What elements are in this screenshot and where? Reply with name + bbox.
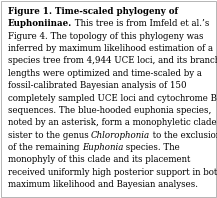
Text: Chlorophonia: Chlorophonia <box>91 131 150 140</box>
Text: received uniformly high posterior support in both: received uniformly high posterior suppor… <box>8 168 217 177</box>
Text: species tree from 4,944 UCE loci, and its branch: species tree from 4,944 UCE loci, and it… <box>8 56 217 65</box>
Text: maximum likelihood and Bayesian analyses.: maximum likelihood and Bayesian analyses… <box>8 180 198 189</box>
Text: species. The: species. The <box>123 143 180 152</box>
Text: to the exclusion: to the exclusion <box>150 131 217 140</box>
Text: lengths were optimized and time-scaled by a: lengths were optimized and time-scaled b… <box>8 69 201 78</box>
Text: Euphonia: Euphonia <box>82 143 123 152</box>
Text: Euphoniinae.: Euphoniinae. <box>8 19 72 28</box>
Text: noted by an asterisk, form a monophyletic clade: noted by an asterisk, form a monophyleti… <box>8 118 216 127</box>
Text: fossil-calibrated Bayesian analysis of 150: fossil-calibrated Bayesian analysis of 1… <box>8 81 186 90</box>
Text: inferred by maximum likelihood estimation of a: inferred by maximum likelihood estimatio… <box>8 44 213 53</box>
Text: sister to the genus: sister to the genus <box>8 131 91 140</box>
Text: Figure 4. The topology of this phylogeny was: Figure 4. The topology of this phylogeny… <box>8 32 203 41</box>
Text: completely sampled UCE loci and cytochrome B: completely sampled UCE loci and cytochro… <box>8 94 217 103</box>
Text: monophyly of this clade and its placement: monophyly of this clade and its placemen… <box>8 155 190 164</box>
Text: sequences. The blue-hooded euphonia species,: sequences. The blue-hooded euphonia spec… <box>8 106 211 115</box>
Text: Figure 1. Time-scaled phylogeny of: Figure 1. Time-scaled phylogeny of <box>8 7 178 16</box>
Text: of the remaining: of the remaining <box>8 143 82 152</box>
Text: This tree is from Imfeld et al.’s: This tree is from Imfeld et al.’s <box>72 19 209 28</box>
